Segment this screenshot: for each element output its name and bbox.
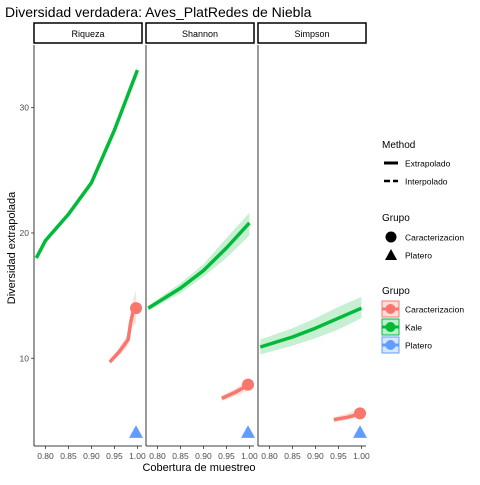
legend: Method Extrapolado Interpolado Grupo Caracte… — [381, 140, 464, 354]
legend-key-dot — [385, 304, 396, 314]
facet-shannon: Shannon 0.80 0.85 0.90 0.95 1.00 — [145, 22, 258, 461]
legend-label-color: Kale — [405, 323, 422, 333]
x-tick-label: 0.80 — [149, 451, 166, 461]
y-axis-label: Diversidad extrapolada — [6, 191, 18, 304]
legend-key-color — [381, 300, 400, 318]
legend-key-dot — [385, 340, 396, 350]
facet-strip — [33, 22, 143, 44]
x-tick-label: 0.80 — [37, 451, 54, 461]
y-tick-label: 10 — [20, 353, 30, 363]
legend-key-color — [381, 318, 400, 336]
series-line-kale-extrapolado — [34, 69, 140, 259]
legend-key-triangle — [385, 249, 397, 260]
chart-title: Diversidad verdadera: Aves_PlatRedes de … — [5, 4, 312, 20]
x-axis-label: Cobertura de muestreo — [142, 462, 255, 474]
legend-label-shape: Platero — [405, 251, 432, 261]
legend-key-dot — [385, 322, 396, 332]
legend-title-method: Method — [382, 140, 415, 151]
facet-simpson: Simpson 0.80 0.85 0.90 0.95 1.00 — [257, 22, 370, 461]
legend-key-color — [381, 336, 400, 354]
facet-strip-label: Shannon — [182, 29, 218, 39]
legend-label-color: Platero — [405, 341, 432, 351]
x-tick-label: 0.90 — [83, 451, 100, 461]
x-tick-label: 0.95 — [330, 451, 347, 461]
legend-label-method: Extrapolado — [405, 159, 451, 169]
x-tick-label: 0.80 — [261, 451, 278, 461]
x-tick-label: 0.90 — [307, 451, 324, 461]
facet-riqueza: Riqueza 0.80 0.85 0.90 0.95 1.00 10 20 30 — [20, 22, 146, 461]
legend-key-circle — [385, 231, 397, 243]
legend-title-shape: Grupo — [382, 213, 410, 224]
legend-title-color: Grupo — [382, 286, 410, 297]
x-tick-label: 0.95 — [218, 451, 235, 461]
point-platero — [129, 425, 144, 438]
x-tick-label: 1.00 — [353, 451, 370, 461]
x-tick-label: 1.00 — [129, 451, 146, 461]
facet-panels: Riqueza 0.80 0.85 0.90 0.95 1.00 10 20 30 Shannon… — [20, 22, 370, 461]
legend-label-shape: Caracterizacion — [405, 233, 464, 243]
point-platero — [353, 425, 368, 438]
point-caracterizacion — [354, 407, 367, 420]
legend-label-method: Interpolado — [405, 177, 448, 187]
x-tick-label: 0.85 — [172, 451, 189, 461]
point-caracterizacion — [242, 378, 255, 391]
facet-strip — [145, 22, 255, 44]
x-tick-label: 0.85 — [284, 451, 301, 461]
x-tick-label: 0.95 — [106, 451, 123, 461]
point-platero — [241, 425, 256, 438]
legend-label-color: Caracterizacion — [405, 305, 464, 315]
y-tick-label: 20 — [20, 228, 30, 238]
y-tick-label: 30 — [20, 103, 30, 113]
series-line-kale-extrapolado — [259, 306, 363, 349]
facet-strip-label: Simpson — [294, 29, 329, 39]
point-caracterizacion — [130, 302, 143, 315]
series-line-caracterizacion-interpolado — [108, 322, 133, 364]
series-line-caracterizacion-interpolado — [333, 413, 358, 422]
x-tick-label: 0.90 — [195, 451, 212, 461]
series-line-kale-extrapolado — [147, 221, 251, 310]
series-line-caracterizacion-interpolado — [221, 385, 246, 400]
x-tick-label: 0.85 — [60, 451, 77, 461]
facet-strip-label: Riqueza — [71, 29, 104, 39]
x-tick-label: 1.00 — [241, 451, 258, 461]
facet-strip — [257, 22, 367, 44]
